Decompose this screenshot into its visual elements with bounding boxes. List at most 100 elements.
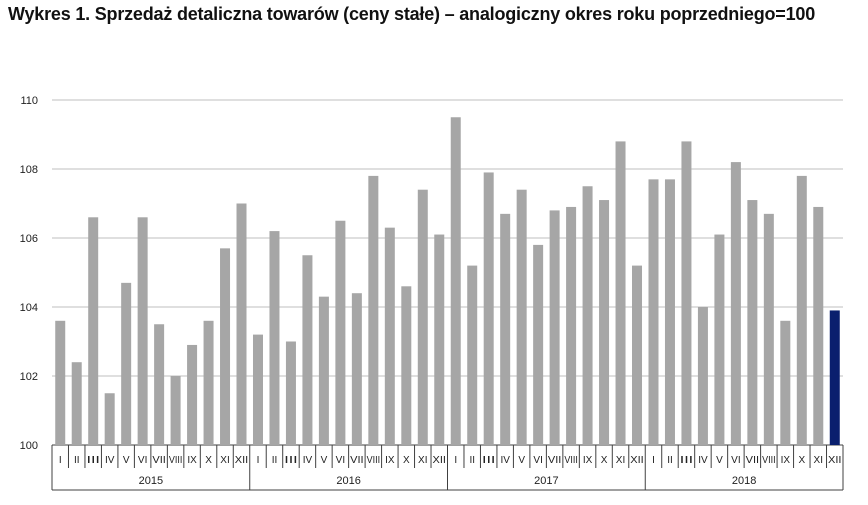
month-tick-label: II [667,455,673,466]
bar [368,175,379,445]
bar [88,217,99,445]
y-tick-label: 106 [20,233,38,245]
month-tick-label: X [205,455,212,466]
month-tick-label: VII [746,455,759,466]
bar [566,206,577,445]
month-tick-label: XI [220,455,229,466]
month-tick-label: XI [418,455,427,466]
month-tick-label: IX [385,455,395,466]
year-label: 2018 [732,475,756,487]
y-tick-label: 110 [20,95,38,107]
year-label: 2015 [139,475,163,487]
bar [417,189,428,445]
month-tick-label: IV [698,455,708,466]
bar [318,296,329,445]
bar [533,244,544,445]
month-tick-label: XII [630,455,643,466]
month-tick-label: III [482,455,495,466]
bar [121,282,132,445]
bar [187,344,198,445]
y-tick-label: 100 [20,440,38,452]
bar [615,141,626,445]
bar [384,227,395,445]
bar [549,210,560,445]
bar [203,320,214,445]
month-tick-label: VII [548,455,561,466]
bar [582,186,593,445]
bar [632,265,643,445]
bar [730,162,741,445]
month-tick-label: XI [616,455,625,466]
month-tick-label: V [321,455,328,466]
y-tick-label: 102 [20,371,38,383]
bar [104,393,115,445]
month-tick-label: VII [350,455,363,466]
month-tick-label: IV [500,455,510,466]
month-tick-label: XII [235,455,248,466]
year-label: 2017 [534,475,558,487]
bar [500,213,511,445]
bar [664,179,675,445]
month-tick-label: X [798,455,805,466]
month-tick-label: IX [187,455,197,466]
month-tick-label: VII [152,455,165,466]
bar [154,324,165,445]
month-tick-label: II [469,455,475,466]
bar [648,179,659,445]
month-tick-label: X [601,455,608,466]
bar [302,255,313,445]
month-tick-label: IX [781,455,791,466]
bar [747,200,758,445]
bar [285,341,296,445]
bar [170,376,181,445]
bar [269,231,280,445]
y-tick-label: 108 [20,164,38,176]
bar [55,320,66,445]
y-axis-ticks: 100 102 104 106 108 110 [20,95,38,452]
bar [137,217,148,445]
month-tick-label: III [86,455,99,466]
bar-highlighted [829,310,840,445]
month-tick-label: IV [303,455,313,466]
bar [780,320,791,445]
bar [220,248,231,445]
month-tick-label: V [518,455,525,466]
month-tick-label: I [652,455,655,466]
bar [351,293,362,445]
month-tick-label: I [59,455,62,466]
bar [483,172,494,445]
month-tick-label: I [257,455,260,466]
y-tick-label: 104 [20,302,38,314]
chart-title: Wykres 1. Sprzedaż detaliczna towarów (c… [8,4,816,24]
bar [335,220,346,445]
month-tick-label: VIII [367,455,380,466]
month-tick-label: XII [433,455,446,466]
bar [516,189,527,445]
bar [681,141,692,445]
year-label: 2016 [336,475,360,487]
bar [401,286,412,445]
month-tick-label: VIII [564,455,577,466]
bar [763,213,774,445]
month-tick-label: VI [138,455,147,466]
month-tick-label: X [403,455,410,466]
month-tick-label: VIII [762,455,775,466]
bar [236,203,247,445]
month-tick-label: II [74,455,80,466]
month-tick-label: XII [828,455,841,466]
month-tick-label: IV [105,455,115,466]
bar [697,307,708,445]
month-tick-label: VI [731,455,740,466]
bar [796,175,807,445]
bar [71,362,82,445]
month-tick-label: III [680,455,693,466]
month-tick-label: VIII [169,455,182,466]
month-tick-label: III [284,455,297,466]
bars [55,117,840,445]
month-tick-label: VI [533,455,542,466]
bar [813,206,824,445]
bar [450,117,461,445]
bar [434,234,445,445]
bar [714,234,725,445]
